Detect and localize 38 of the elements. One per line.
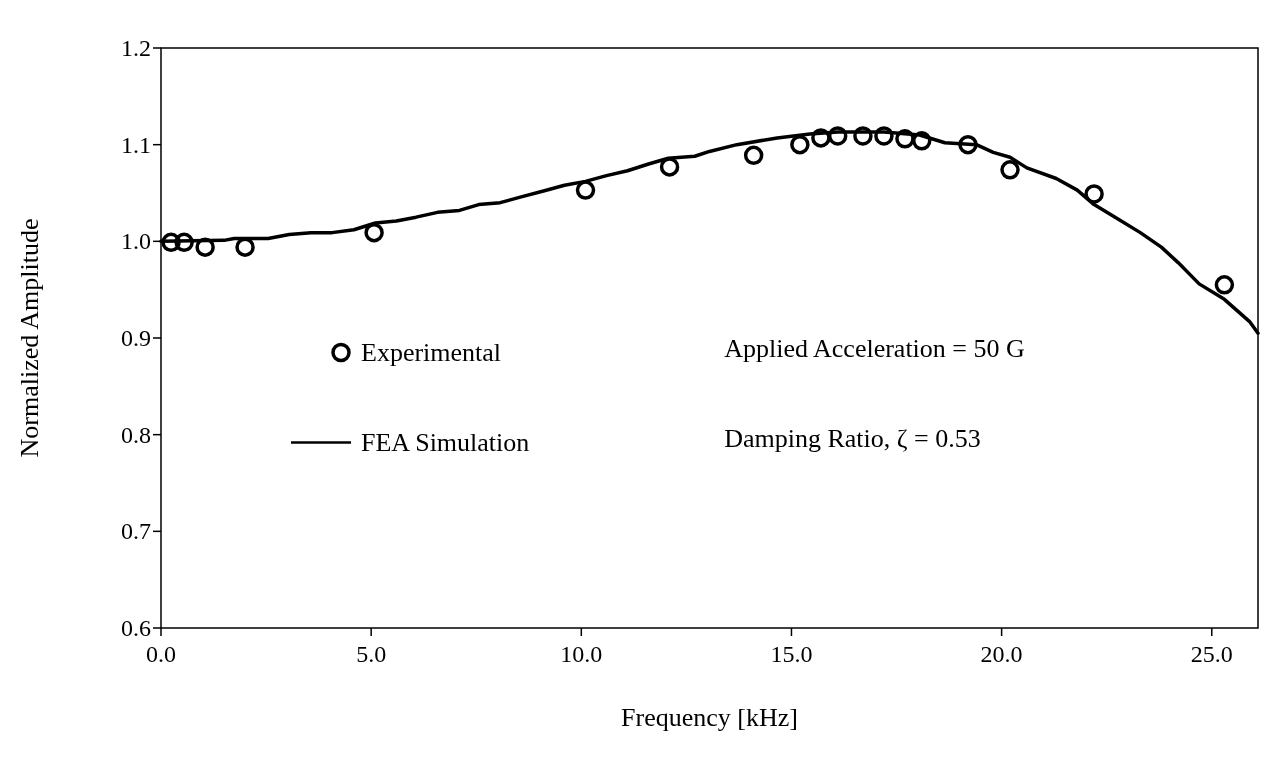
point	[958, 134, 978, 155]
x-axis-title: Frequency [kHz]	[621, 703, 798, 732]
point	[895, 129, 915, 149]
point	[195, 237, 215, 257]
point	[659, 157, 680, 177]
point	[575, 180, 596, 200]
y-tick-label: 1.1	[121, 131, 151, 158]
point	[827, 126, 848, 146]
point	[853, 126, 873, 146]
x-tick-label: 20.0	[980, 641, 1023, 667]
y-tick-label: 1.0	[121, 228, 151, 255]
legend-label: Experimental	[361, 337, 502, 367]
point	[235, 237, 255, 257]
x-tick-label: 25.0	[1190, 641, 1233, 667]
point	[874, 126, 894, 146]
x-tick-label: 0.0	[146, 641, 176, 667]
x-tick-label: 10.0	[560, 641, 603, 667]
point	[1084, 184, 1104, 204]
legend-label: FEA Simulation	[361, 427, 530, 457]
y-axis-title: Normalized Amplitude	[15, 218, 44, 458]
point	[912, 131, 932, 151]
x-tick-label: 15.0	[770, 641, 813, 667]
point	[1214, 275, 1235, 295]
y-tick-label: 1.2	[121, 35, 151, 61]
y-tick-label: 0.7	[121, 518, 151, 545]
point	[790, 134, 810, 155]
y-tick-label: 0.8	[121, 421, 151, 448]
annotation: Applied Acceleration = 50 G	[724, 333, 1025, 363]
point	[1000, 160, 1020, 180]
point	[161, 232, 181, 253]
point	[743, 145, 764, 166]
y-tick-label: 0.6	[121, 615, 151, 641]
x-tick-label: 5.0	[356, 641, 387, 667]
y-tick-label: 0.9	[121, 325, 151, 351]
annotation: Damping Ratio, ζ = 0.53	[724, 423, 981, 453]
point	[364, 222, 384, 243]
point	[174, 232, 194, 253]
point	[811, 128, 831, 148]
